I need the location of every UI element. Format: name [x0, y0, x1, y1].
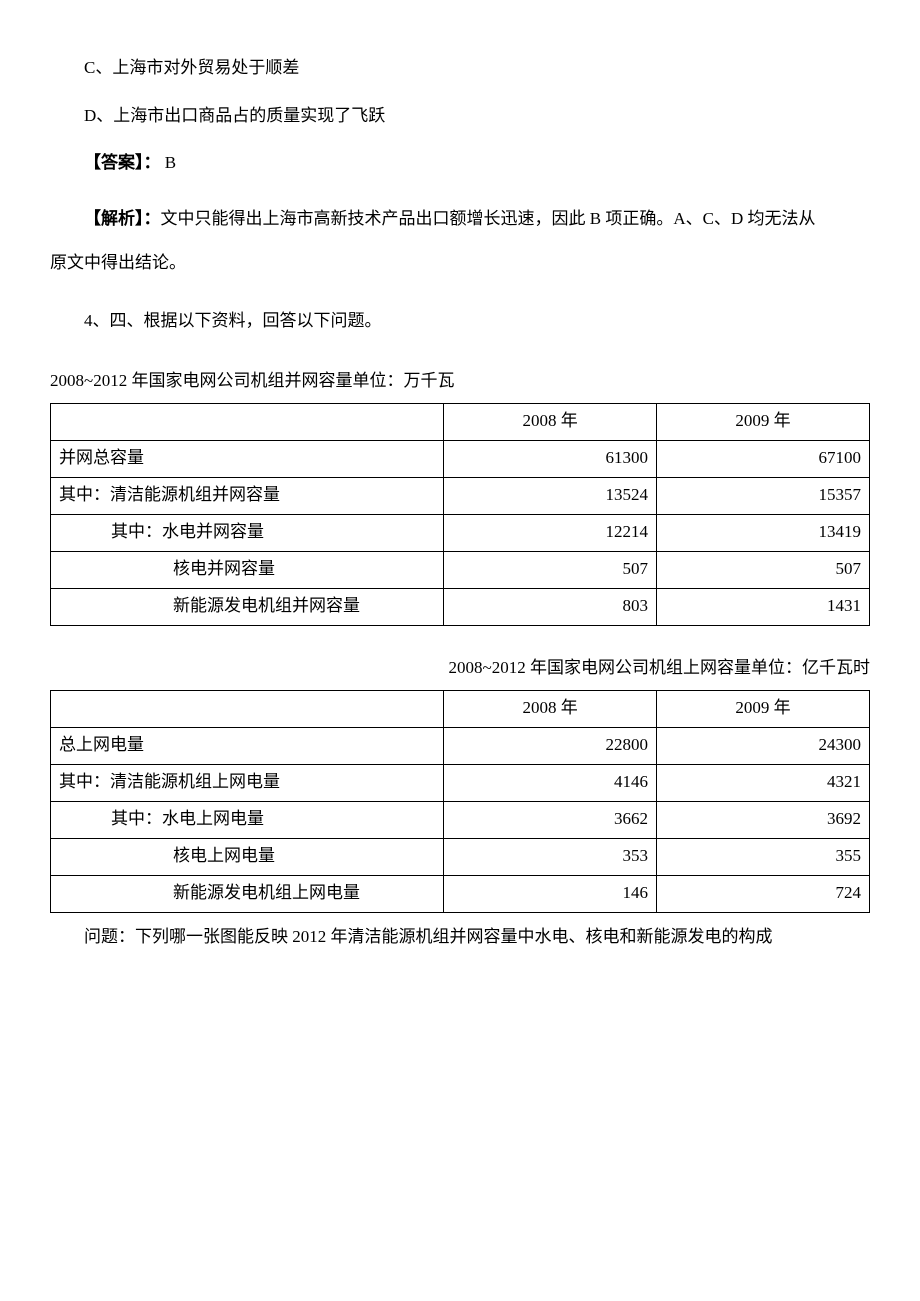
table-2-r0-label: 总上网电量	[51, 727, 444, 764]
explanation-text-1: 文中只能得出上海市高新技术产品出口额增长迅速，因此 B 项正确。A、C、D 均无…	[161, 209, 816, 228]
answer-line: 【答案】： B	[50, 145, 870, 181]
table-2-r1-y1: 4146	[444, 764, 657, 801]
table-2-r2-label: 其中：水电上网电量	[51, 801, 444, 838]
table-2-r4-y2: 724	[657, 875, 870, 912]
table-1-r2-y1: 12214	[444, 514, 657, 551]
table-1-r1-y1: 13524	[444, 477, 657, 514]
table-2-r0-y2: 24300	[657, 727, 870, 764]
table-2-caption: 2008~2012 年国家电网公司机组上网容量单位：亿千瓦时	[50, 650, 870, 686]
table-row: 核电上网电量 353 355	[51, 838, 870, 875]
table-1-r0-y1: 61300	[444, 440, 657, 477]
question-after-tables: 问题：下列哪一张图能反映 2012 年清洁能源机组并网容量中水电、核电和新能源发…	[50, 919, 870, 955]
table-1-caption: 2008~2012 年国家电网公司机组并网容量单位：万千瓦	[50, 363, 870, 399]
table-row: 总上网电量 22800 24300	[51, 727, 870, 764]
table-2-col-2: 2009 年	[657, 690, 870, 727]
table-2-col-0	[51, 690, 444, 727]
table-row: 并网总容量 61300 67100	[51, 440, 870, 477]
table-2-r3-label: 核电上网电量	[51, 838, 444, 875]
table-2-r3-y2: 355	[657, 838, 870, 875]
table-1-r4-y1: 803	[444, 588, 657, 625]
table-1: 2008 年 2009 年 并网总容量 61300 67100 其中：清洁能源机…	[50, 403, 870, 626]
table-1-r4-label: 新能源发电机组并网容量	[51, 588, 444, 625]
option-d: D、上海市出口商品占的质量实现了飞跃	[50, 98, 870, 134]
table-row: 新能源发电机组并网容量 803 1431	[51, 588, 870, 625]
answer-value: B	[165, 153, 176, 172]
table-2-r1-y2: 4321	[657, 764, 870, 801]
table-1-r4-y2: 1431	[657, 588, 870, 625]
table-1-r1-y2: 15357	[657, 477, 870, 514]
table-row: 其中：清洁能源机组并网容量 13524 15357	[51, 477, 870, 514]
table-2-r0-y1: 22800	[444, 727, 657, 764]
option-c: C、上海市对外贸易处于顺差	[50, 50, 870, 86]
answer-label: 【答案】：	[84, 153, 161, 172]
table-1-col-1: 2008 年	[444, 403, 657, 440]
table-2-r2-y2: 3692	[657, 801, 870, 838]
table-1-col-0	[51, 403, 444, 440]
table-1-r3-label: 核电并网容量	[51, 551, 444, 588]
table-1-header-row: 2008 年 2009 年	[51, 403, 870, 440]
table-1-r3-y2: 507	[657, 551, 870, 588]
table-2-r3-y1: 353	[444, 838, 657, 875]
table-2-r1-label: 其中：清洁能源机组上网电量	[51, 764, 444, 801]
table-row: 核电并网容量 507 507	[51, 551, 870, 588]
table-2-r2-y1: 3662	[444, 801, 657, 838]
table-2: 2008 年 2009 年 总上网电量 22800 24300 其中：清洁能源机…	[50, 690, 870, 913]
table-1-r0-y2: 67100	[657, 440, 870, 477]
table-row: 其中：清洁能源机组上网电量 4146 4321	[51, 764, 870, 801]
question-4-intro: 4、四、根据以下资料，回答以下问题。	[50, 303, 870, 339]
table-row: 其中：水电并网容量 12214 13419	[51, 514, 870, 551]
table-2-col-1: 2008 年	[444, 690, 657, 727]
table-row: 其中：水电上网电量 3662 3692	[51, 801, 870, 838]
table-row: 新能源发电机组上网电量 146 724	[51, 875, 870, 912]
table-1-r3-y1: 507	[444, 551, 657, 588]
table-1-r2-y2: 13419	[657, 514, 870, 551]
table-1-r2-label: 其中：水电并网容量	[51, 514, 444, 551]
explanation-label: 【解析】：	[84, 209, 161, 228]
table-1-r1-label: 其中：清洁能源机组并网容量	[51, 477, 444, 514]
table-1-col-2: 2009 年	[657, 403, 870, 440]
table-2-header-row: 2008 年 2009 年	[51, 690, 870, 727]
explanation-block: 【解析】：文中只能得出上海市高新技术产品出口额增长迅速，因此 B 项正确。A、C…	[50, 197, 870, 285]
table-2-r4-label: 新能源发电机组上网电量	[51, 875, 444, 912]
table-1-r0-label: 并网总容量	[51, 440, 444, 477]
explanation-text-2: 原文中得出结论。	[50, 241, 870, 285]
table-2-r4-y1: 146	[444, 875, 657, 912]
